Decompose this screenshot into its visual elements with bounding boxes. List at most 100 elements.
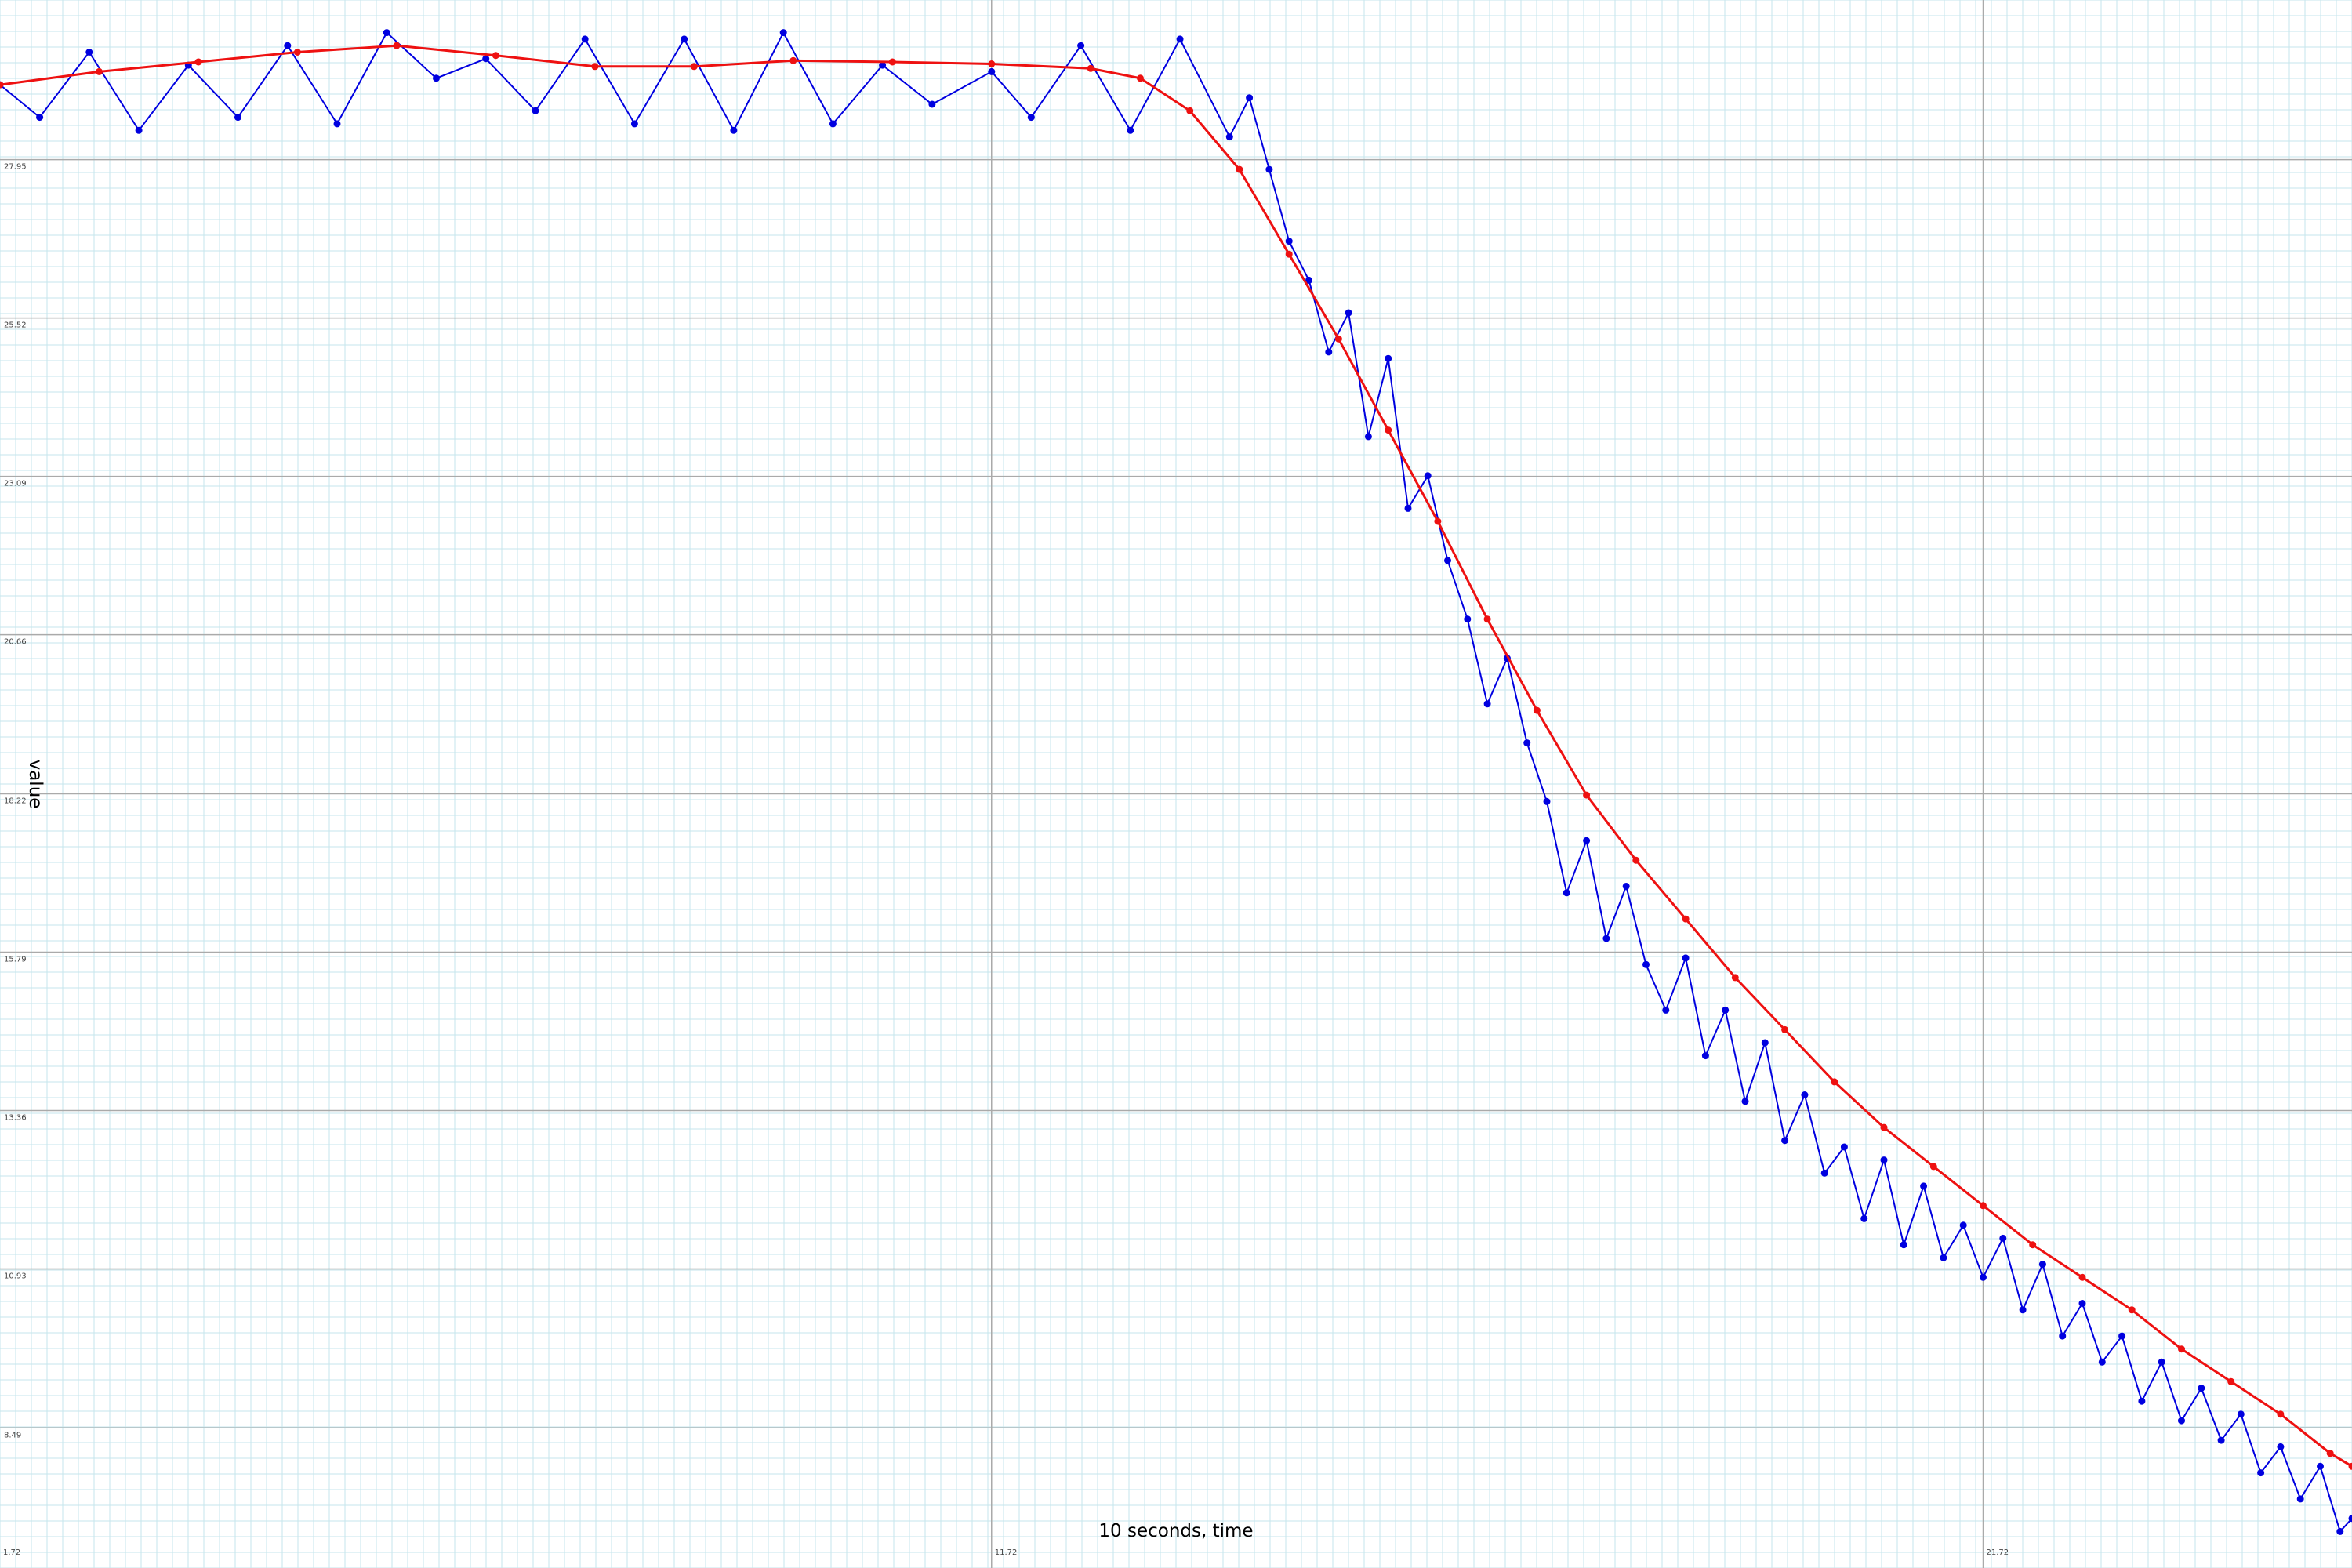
raw-data-point xyxy=(1860,1214,1868,1222)
raw-data-point xyxy=(779,29,787,37)
y-tick-label: 25.52 xyxy=(4,321,27,330)
raw-data-point xyxy=(2158,1358,2165,1366)
smoothed-data-point xyxy=(1334,335,1342,343)
y-axis-label: value xyxy=(25,760,45,809)
raw-data-point xyxy=(1583,837,1591,844)
y-tick-label: 20.66 xyxy=(4,638,27,647)
y-tick-label: 13.36 xyxy=(4,1113,27,1122)
raw-data-point xyxy=(1285,238,1293,245)
raw-data-point xyxy=(1027,114,1035,122)
raw-data-point xyxy=(2138,1397,2146,1405)
smoothed-data-point xyxy=(1087,64,1094,72)
smoothed-data-point xyxy=(789,56,797,64)
raw-data-point xyxy=(2118,1332,2126,1340)
smoothed-data-point xyxy=(2029,1241,2037,1249)
raw-data-point xyxy=(433,74,440,82)
raw-data-point xyxy=(1483,700,1491,708)
smoothed-data-point xyxy=(2078,1273,2086,1281)
raw-data-point xyxy=(234,114,241,122)
raw-data-point xyxy=(1781,1137,1789,1145)
smoothed-data-point xyxy=(293,49,301,56)
y-tick-label: 27.95 xyxy=(4,163,27,172)
y-tick-labels: 8.49 10.93 13.36 15.79 18.22 20.66 23.09 25.52 2… xyxy=(4,163,27,1440)
raw-data-point xyxy=(1225,133,1233,141)
raw-data-point xyxy=(829,120,837,128)
raw-data-point xyxy=(1642,960,1650,968)
smoothed-data-point xyxy=(1831,1078,1838,1086)
raw-data-point xyxy=(333,120,341,128)
raw-data-point xyxy=(2317,1462,2324,1470)
raw-data-point xyxy=(1424,472,1432,480)
smoothed-data-point xyxy=(1632,856,1640,864)
smoothed-data-point xyxy=(1186,107,1194,114)
raw-data-point xyxy=(1999,1234,2007,1242)
smoothed-data-point xyxy=(1533,706,1541,714)
raw-data-point xyxy=(1563,889,1570,897)
y-tick-label: 8.49 xyxy=(4,1431,21,1439)
smoothed-series xyxy=(0,42,2352,1470)
raw-data-point xyxy=(36,114,44,122)
x-tick-label: 21.72 xyxy=(1987,1548,2009,1557)
raw-data-point xyxy=(988,67,996,75)
raw-data-point xyxy=(1385,354,1392,362)
smoothed-data-point xyxy=(1434,517,1442,525)
y-tick-label: 10.93 xyxy=(4,1272,27,1280)
raw-data-point xyxy=(2336,1527,2344,1535)
raw-data-point xyxy=(2257,1469,2265,1477)
raw-data-point xyxy=(1364,433,1372,441)
smoothed-data-point xyxy=(2178,1345,2185,1353)
raw-data-point xyxy=(2098,1358,2106,1366)
raw-data-point xyxy=(2038,1261,2046,1269)
smoothed-data-point xyxy=(2128,1306,2136,1314)
raw-data-point xyxy=(85,49,93,56)
raw-data-point xyxy=(1127,126,1134,134)
x-tick-label: 11.72 xyxy=(995,1548,1018,1557)
raw-data-point xyxy=(1176,35,1184,43)
raw-data-point xyxy=(1959,1221,1967,1229)
smoothed-data-point xyxy=(1583,791,1591,799)
y-tick-label: 18.22 xyxy=(4,797,27,805)
raw-data-point xyxy=(1246,94,1254,102)
raw-data-point xyxy=(730,126,738,134)
raw-data-point xyxy=(1662,1006,1670,1014)
smoothed-data-point xyxy=(1385,426,1392,434)
raw-data-point xyxy=(482,55,490,63)
smoothed-data-point xyxy=(1285,250,1293,258)
raw-data-point xyxy=(1682,954,1690,962)
raw-data-point xyxy=(1801,1091,1809,1098)
raw-data-point xyxy=(1602,935,1610,942)
raw-data-point xyxy=(1920,1182,1928,1190)
raw-data-point xyxy=(1523,739,1531,747)
smoothed-data-point xyxy=(0,81,4,89)
raw-data-point xyxy=(1345,309,1352,317)
raw-data-point xyxy=(1265,165,1273,173)
raw-data-point xyxy=(1722,1006,1730,1014)
raw-data-point xyxy=(1543,797,1551,805)
raw-data-point xyxy=(2237,1410,2245,1418)
raw-data-point xyxy=(1464,615,1472,623)
raw-data-point xyxy=(1444,557,1451,564)
raw-data-point xyxy=(1325,348,1333,356)
raw-data-point xyxy=(1701,1052,1709,1060)
smoothed-data-point xyxy=(690,63,698,71)
smoothed-data-point xyxy=(1880,1123,1888,1131)
raw-data-point xyxy=(2019,1306,2027,1314)
smoothed-data-point xyxy=(96,67,103,75)
raw-data-point xyxy=(383,29,390,37)
raw-data-point xyxy=(2348,1515,2352,1523)
smoothed-data-point xyxy=(591,63,599,71)
smoothed-data-point xyxy=(2348,1462,2352,1470)
smoothed-data-point xyxy=(988,60,996,67)
raw-data-point xyxy=(1305,276,1312,284)
smoothed-data-point xyxy=(492,52,499,60)
x-axis-label: 10 seconds, time xyxy=(1098,1521,1253,1541)
x-tick-labels: 1.72 11.72 21.72 xyxy=(3,1548,2009,1557)
raw-data-point xyxy=(1622,883,1630,890)
y-tick-label: 15.79 xyxy=(4,955,27,964)
raw-data-point xyxy=(1900,1241,1907,1249)
raw-data-point xyxy=(1077,42,1085,49)
smoothed-data-point xyxy=(2227,1377,2235,1385)
raw-data-point xyxy=(1820,1169,1828,1177)
